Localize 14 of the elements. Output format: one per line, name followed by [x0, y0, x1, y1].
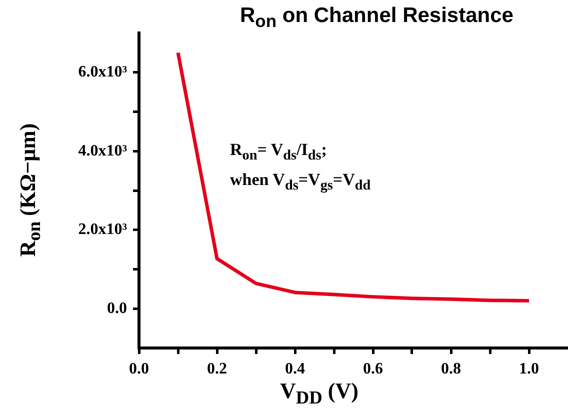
y-tick-label: 6.0x10³ — [78, 64, 128, 81]
x-axis-title: V$_{DD}$ (V) — [280, 378, 358, 408]
y-tick-label: 2.0x10³ — [78, 221, 128, 238]
x-tick-label: 0.6 — [363, 360, 383, 378]
x-tick-label: 0.4 — [285, 360, 305, 378]
x-tick-label: 0.2 — [207, 360, 227, 378]
x-tick-label: 0.0 — [129, 360, 149, 378]
y-tick-label: 4.0x10³ — [78, 142, 128, 160]
chart-title: R$_{on}$ on Channel Resistance — [240, 4, 514, 32]
annotation: when V$_{ds}$=V$_{gs}$=V$_{dd}$ — [230, 170, 371, 194]
annotation: R$_{on}$= V$_{ds}$/I$_{ds}$; — [230, 140, 327, 164]
x-tick-label: 0.8 — [441, 360, 461, 378]
x-tick-label: 1.0 — [519, 360, 539, 378]
y-tick-label: 0.0 — [107, 300, 127, 317]
